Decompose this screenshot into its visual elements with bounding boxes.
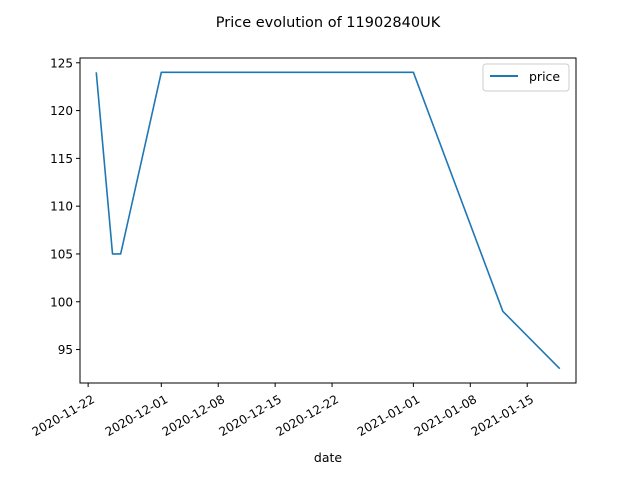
- x-axis-label: date: [314, 450, 342, 465]
- legend-label-price: price: [529, 69, 560, 84]
- y-tick-label: 110: [50, 200, 73, 214]
- series-line-price: [95, 71, 561, 370]
- chart-title: Price evolution of 11902840UK: [216, 15, 441, 31]
- y-tick-label: 120: [50, 104, 73, 118]
- x-tick-label: 2021-01-08: [412, 392, 479, 439]
- x-tick-label: 2021-01-15: [469, 392, 536, 439]
- y-tick-label: 105: [50, 247, 73, 261]
- x-tick-label: 2020-12-15: [217, 392, 284, 439]
- legend-box: [482, 63, 570, 92]
- y-tick-label: 100: [50, 295, 73, 309]
- x-tick-label: 2021-01-01: [355, 392, 422, 439]
- plot-area: [95, 71, 561, 370]
- x-tick-label: 2020-11-22: [30, 392, 97, 439]
- legend: price: [482, 63, 570, 92]
- axes: 95 100 105 110 115 120 125 2020-11-22 2020-12-01…: [30, 56, 536, 439]
- y-tick-label: 125: [50, 56, 73, 70]
- x-tick-label: 2020-12-08: [160, 392, 227, 439]
- plot-frame: [79, 57, 577, 384]
- x-tick-label: 2020-12-01: [103, 392, 170, 439]
- x-tick-label: 2020-12-22: [274, 392, 341, 439]
- y-tick-label: 95: [58, 343, 73, 357]
- y-tick-label: 115: [50, 152, 73, 166]
